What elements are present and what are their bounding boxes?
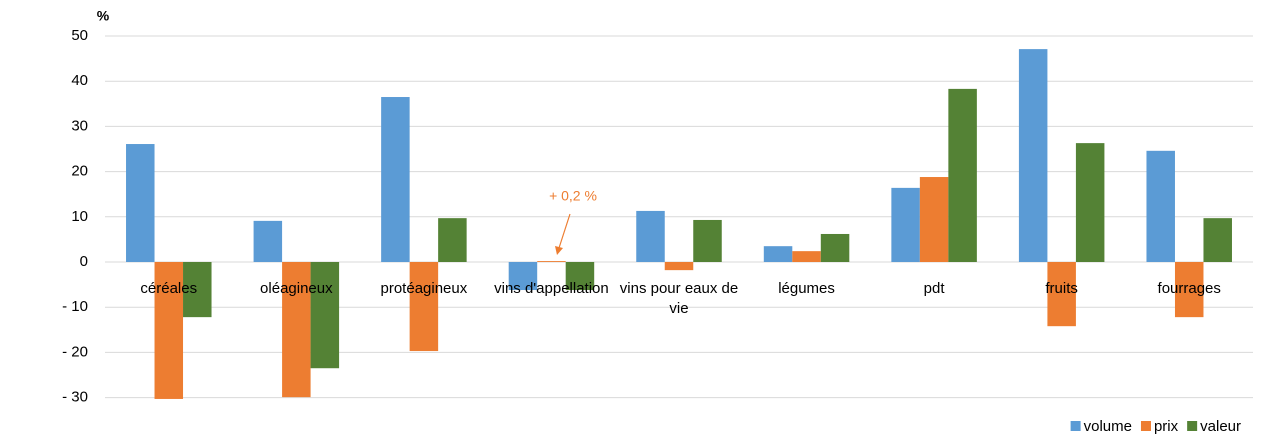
bar xyxy=(1146,150,1175,262)
bar xyxy=(1047,262,1076,327)
y-tick-label: - 30 xyxy=(62,389,88,406)
annotation-arrow xyxy=(558,213,571,249)
bar xyxy=(409,262,439,352)
bar xyxy=(1203,218,1232,262)
bar xyxy=(664,262,694,271)
bar xyxy=(126,144,155,262)
legend-swatch xyxy=(1070,421,1081,431)
arrow-head xyxy=(555,246,563,255)
legend-label: prix xyxy=(1154,418,1179,435)
y-tick-label: 40 xyxy=(71,72,88,89)
legend-swatch xyxy=(1187,421,1198,431)
bar xyxy=(508,262,538,291)
bar xyxy=(1018,49,1048,262)
x-tick-label: vins pour eaux de vie xyxy=(619,280,739,317)
y-tick-label: 0 xyxy=(80,253,88,270)
bar xyxy=(636,210,665,262)
y-tick-label: 50 xyxy=(71,27,88,44)
y-tick-label: 10 xyxy=(71,208,88,225)
annotation: + 0,2 % xyxy=(549,188,597,204)
bar xyxy=(565,262,595,291)
bar xyxy=(693,219,722,262)
bar xyxy=(948,88,977,262)
x-tick-label: oléagineux xyxy=(260,280,333,297)
x-tick-label: céréales xyxy=(140,280,198,297)
y-tick-label: - 20 xyxy=(62,343,88,360)
x-tick-label: protéagineux xyxy=(380,280,468,297)
bar xyxy=(282,262,311,398)
bar xyxy=(1174,262,1204,318)
legend-label: volume xyxy=(1084,418,1132,435)
bar xyxy=(891,187,920,262)
bar xyxy=(253,220,283,262)
bar xyxy=(183,262,212,318)
x-tick-label: pdt xyxy=(923,280,945,297)
bar xyxy=(792,251,821,262)
bar xyxy=(310,262,340,369)
legend-swatch xyxy=(1140,421,1151,431)
bar xyxy=(763,246,793,262)
x-tick-label: vins d'appellation xyxy=(494,280,609,297)
x-tick-label: fruits xyxy=(1045,280,1078,297)
y-tick-label: 30 xyxy=(71,117,88,134)
legend-label: valeur xyxy=(1200,418,1241,435)
x-tick-label: légumes xyxy=(778,280,835,297)
bar xyxy=(381,97,410,263)
y-tick-label: 20 xyxy=(71,163,88,180)
bar xyxy=(438,218,467,262)
bar xyxy=(919,177,949,262)
x-tick-label: fourrages xyxy=(1157,280,1221,297)
y-tick-label: - 10 xyxy=(62,298,88,315)
bar xyxy=(820,233,850,262)
bar xyxy=(1075,143,1105,262)
bar xyxy=(537,261,566,262)
y-axis-label: % xyxy=(97,8,110,24)
bar xyxy=(154,262,184,399)
